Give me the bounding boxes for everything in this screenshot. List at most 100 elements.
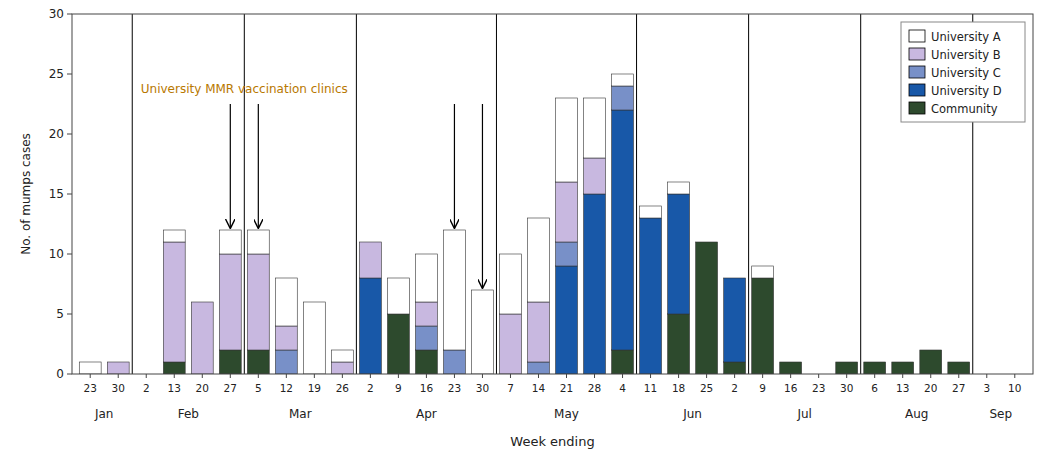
plot-frame — [72, 14, 1033, 374]
bar-segment — [864, 362, 886, 374]
y-tick — [67, 374, 72, 375]
bar-segment — [163, 242, 185, 362]
bar-segment — [163, 230, 185, 242]
x-tick — [818, 374, 819, 378]
x-axis-label: Week ending — [510, 434, 594, 449]
month-label: Apr — [416, 407, 437, 421]
x-tick-label: 30 — [840, 382, 853, 394]
bar-segment — [948, 362, 970, 363]
x-tick — [426, 374, 427, 378]
x-tick — [958, 374, 959, 378]
bar-segment — [752, 266, 774, 278]
bar-segment — [948, 362, 970, 363]
x-tick — [930, 374, 931, 378]
bar-segment — [359, 242, 381, 243]
bar-segment — [724, 278, 746, 279]
x-tick — [566, 374, 567, 378]
x-tick — [762, 374, 763, 378]
month-label: Jul — [796, 407, 811, 421]
bar-segment — [780, 362, 802, 363]
x-tick — [258, 374, 259, 378]
x-tick-label: 27 — [952, 382, 965, 394]
y-tick — [67, 314, 72, 315]
x-tick — [874, 374, 875, 378]
bar-segment — [584, 98, 606, 158]
x-tick — [902, 374, 903, 378]
month-separator — [860, 14, 861, 374]
bar-segment — [415, 302, 437, 326]
month-separator — [748, 14, 749, 374]
bar-segment — [107, 362, 129, 363]
x-tick-label: 2 — [731, 382, 738, 394]
bar-segment — [584, 158, 606, 194]
bar-segment — [864, 362, 886, 363]
legend-label: University C — [931, 66, 1001, 80]
bar-segment — [556, 266, 578, 374]
legend-swatch — [909, 66, 925, 78]
legend-label: University D — [931, 84, 1002, 98]
x-tick-label: 26 — [336, 382, 350, 394]
x-tick — [146, 374, 147, 378]
bar-segment — [948, 362, 970, 363]
y-tick — [67, 194, 72, 195]
annotation-arrow — [230, 104, 231, 228]
bar-segment — [275, 326, 297, 350]
bar-segment — [247, 350, 269, 374]
month-label: Feb — [178, 407, 199, 421]
x-tick-label: 10 — [1008, 382, 1021, 394]
bar-segment — [920, 350, 942, 374]
bar-segment — [359, 278, 381, 374]
x-tick — [174, 374, 175, 378]
bar-segment — [836, 362, 858, 363]
y-axis-label: No. of mumps cases — [19, 133, 33, 255]
bar-segment — [163, 362, 185, 374]
x-tick — [398, 374, 399, 378]
bar-segment — [864, 362, 886, 363]
x-tick — [118, 374, 119, 378]
month-label: Jan — [94, 407, 114, 421]
y-axis: 051015202530 — [49, 7, 72, 381]
bar-segment — [780, 362, 802, 374]
bar-segment — [191, 302, 213, 303]
legend-label: University A — [931, 30, 1001, 44]
bar-segment — [892, 362, 914, 363]
x-tick-label: 27 — [224, 382, 237, 394]
month-separator — [244, 14, 245, 374]
bar-segment — [556, 98, 578, 182]
month-separator — [636, 14, 637, 374]
bar-segment — [331, 350, 353, 362]
x-tick — [454, 374, 455, 378]
x-tick-label: 16 — [784, 382, 798, 394]
bar-segment — [640, 218, 662, 374]
x-tick — [538, 374, 539, 378]
month-label: Sep — [989, 407, 1012, 421]
bar-segment — [696, 242, 718, 243]
x-tick — [986, 374, 987, 378]
month-label: May — [554, 407, 579, 421]
legend: University AUniversity BUniversity CUniv… — [901, 22, 1025, 122]
bar-segment — [892, 362, 914, 363]
y-tick — [67, 74, 72, 75]
month-separator — [132, 14, 133, 374]
bar-segment — [920, 350, 942, 351]
bar-segment — [920, 350, 942, 351]
x-tick — [622, 374, 623, 378]
bar-segment — [696, 242, 718, 243]
bar-segment — [219, 350, 241, 374]
bar-segment — [528, 302, 550, 362]
bar-segment — [444, 350, 466, 374]
bar-segment — [556, 182, 578, 242]
x-tick-label: 13 — [896, 382, 909, 394]
x-tick-label: 7 — [507, 382, 514, 394]
x-tick — [678, 374, 679, 378]
x-tick-label: 23 — [448, 382, 461, 394]
bar-segment — [612, 350, 634, 374]
y-tick-label: 30 — [49, 7, 64, 21]
x-tick — [510, 374, 511, 378]
x-axis: 2330213202751219262916233071421284111825… — [84, 374, 1022, 394]
bar-segment — [668, 182, 690, 194]
bar-segment — [948, 362, 970, 374]
annotation: University MMR vaccination clinics — [141, 82, 483, 288]
x-tick — [286, 374, 287, 378]
x-tick-label: 13 — [168, 382, 181, 394]
